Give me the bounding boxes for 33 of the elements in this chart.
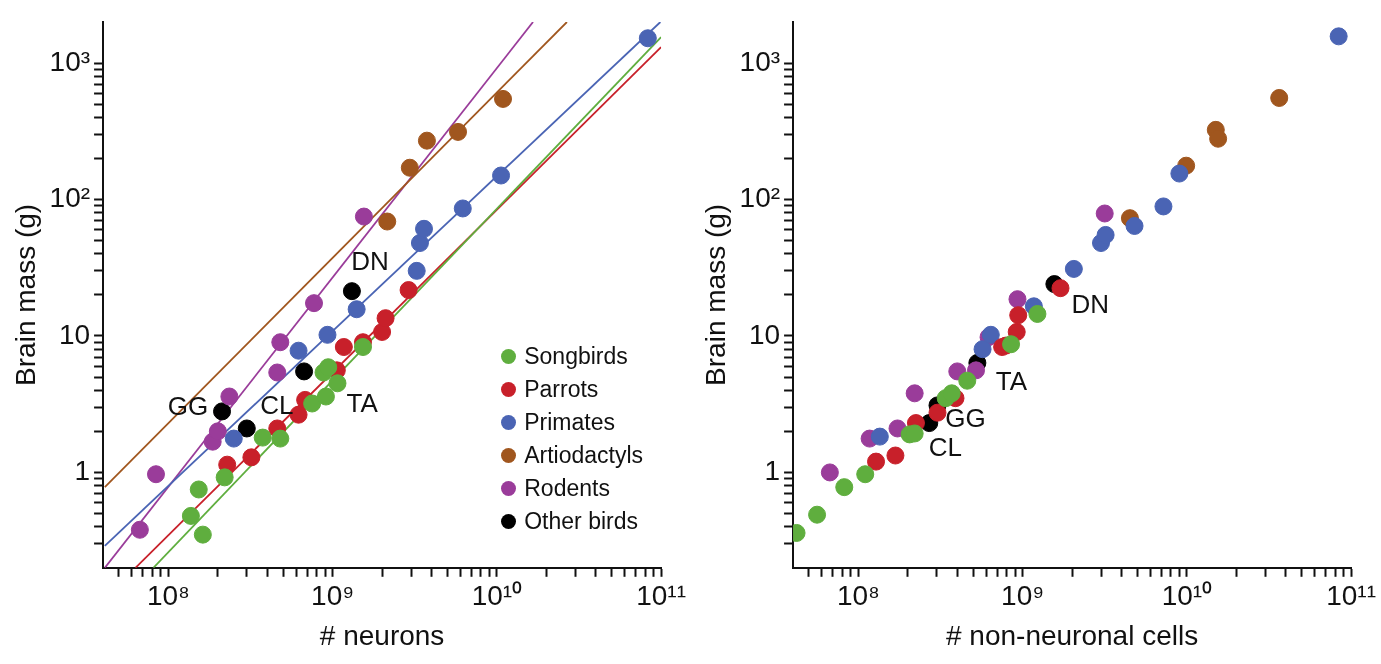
annotation: GG [945, 402, 986, 433]
x-tick-label: 10⁸ [146, 580, 190, 612]
x-tick-label: 10⁸ [836, 580, 880, 612]
annotation: DN [1071, 289, 1110, 320]
legend-label: Songbirds [524, 341, 628, 371]
y-tick-label: 10 [58, 318, 91, 350]
x-tick-label: 10¹¹ [1326, 580, 1376, 612]
legend-label: Other birds [524, 506, 638, 536]
x-tick-label: 10¹⁰ [471, 580, 523, 612]
annotation: DN [351, 246, 389, 277]
y-tick-label: 1 [74, 455, 91, 487]
x-tick-label: 10¹⁰ [1161, 580, 1213, 612]
x-tick-label: 10⁹ [311, 580, 355, 612]
legend-label: Parrots [524, 374, 599, 404]
annotation: CL [260, 389, 294, 420]
annotation: CL [928, 432, 962, 463]
y-axis-title: Brain mass (g) [9, 203, 41, 386]
x-tick-label: 10¹¹ [636, 580, 686, 612]
x-axis-title: # non-neuronal cells [946, 619, 1199, 651]
annotation: TA [346, 387, 379, 418]
legend-label: Artiodactyls [524, 440, 644, 470]
legend-label: Primates [524, 407, 615, 437]
legend-label: Rodents [524, 473, 610, 503]
y-axis-title: Brain mass (g) [699, 203, 731, 386]
y-tick-label: 10 [748, 318, 781, 350]
y-tick-label: 10³ [739, 45, 781, 77]
y-tick-label: 10² [739, 182, 781, 214]
y-tick-label: 10² [49, 182, 91, 214]
annotation: TA [995, 366, 1028, 397]
x-axis-title: # neurons [319, 619, 445, 651]
y-tick-label: 10³ [49, 45, 91, 77]
x-tick-label: 10⁹ [1001, 580, 1045, 612]
y-tick-label: 1 [764, 455, 781, 487]
